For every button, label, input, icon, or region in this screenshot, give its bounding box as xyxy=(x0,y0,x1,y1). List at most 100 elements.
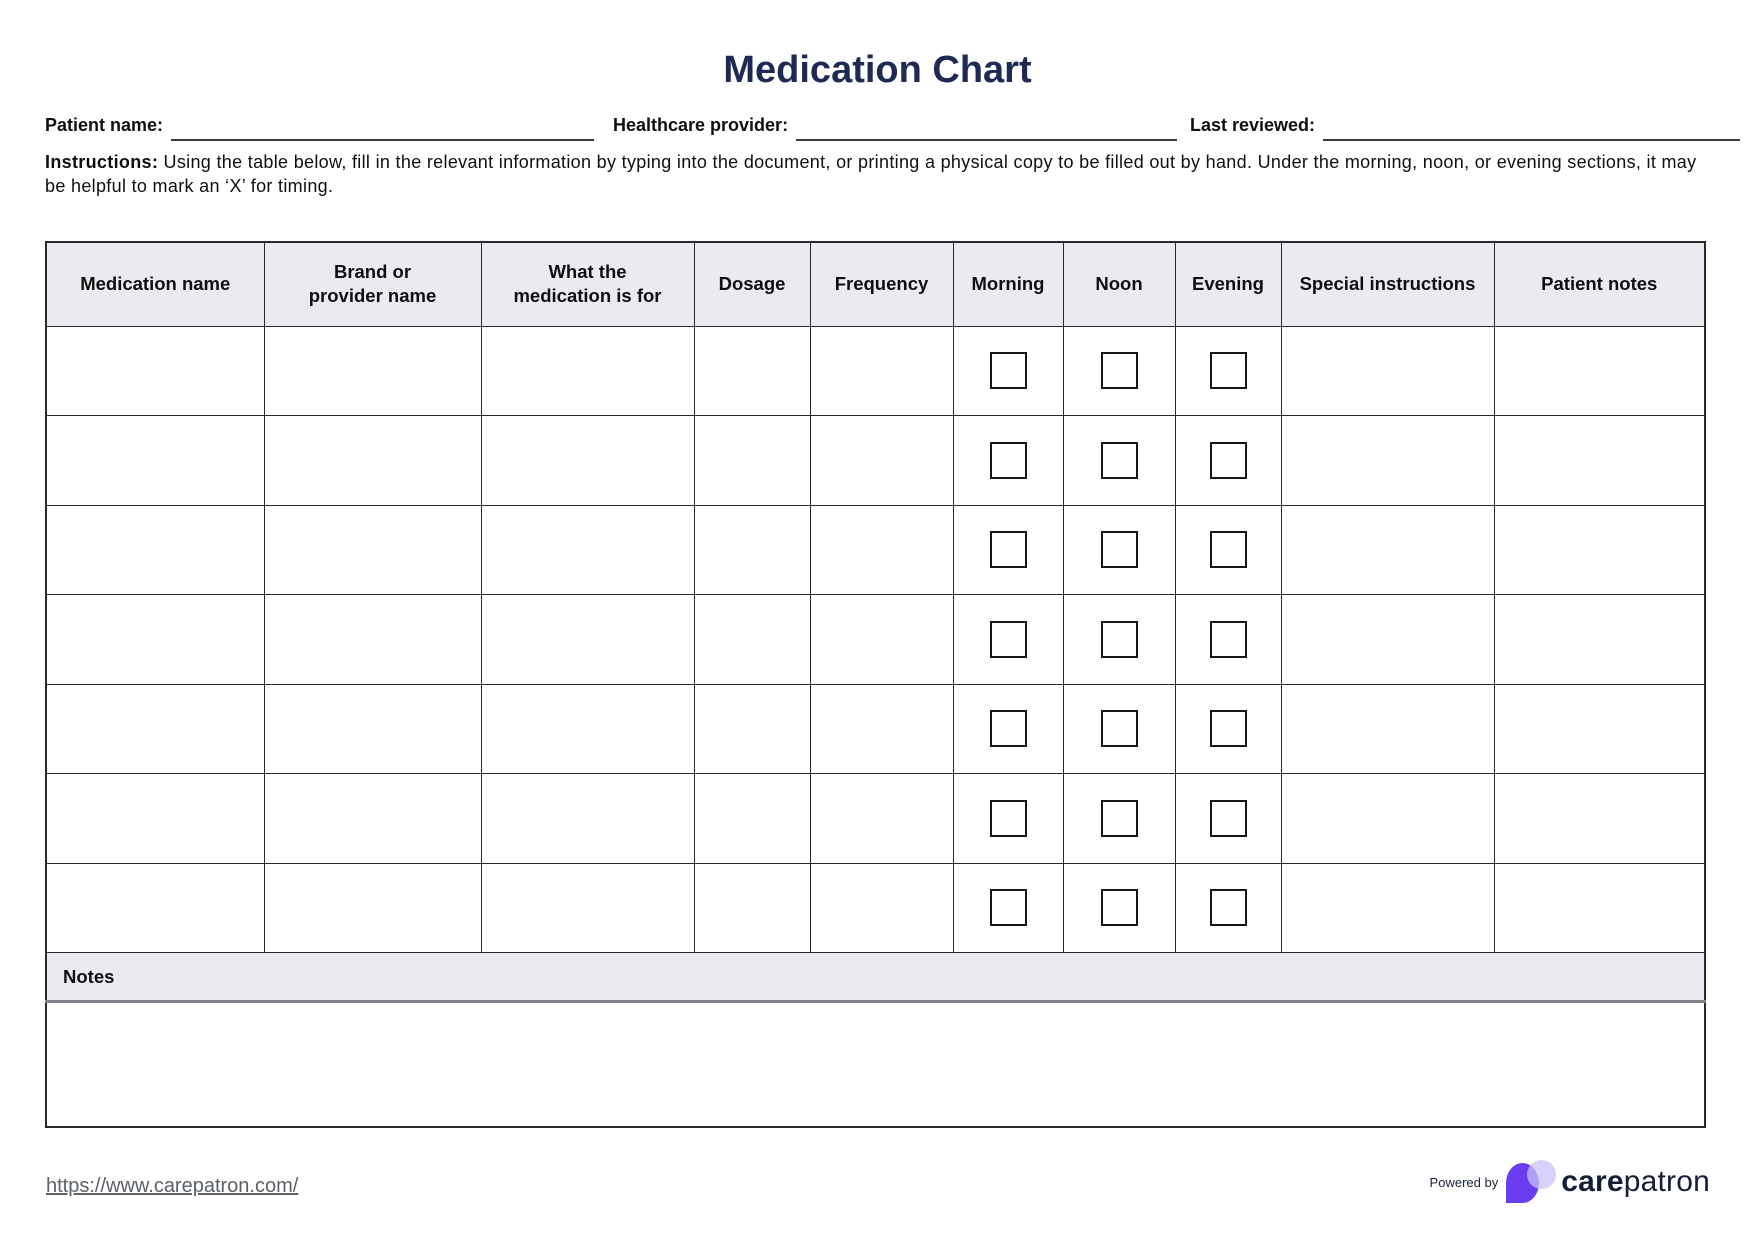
morning-checkbox[interactable] xyxy=(989,531,1027,569)
cell-patient-notes[interactable] xyxy=(1493,683,1706,774)
cell-dosage[interactable] xyxy=(693,415,811,506)
notes-input-area[interactable] xyxy=(45,1001,1706,1127)
patient-name-input[interactable] xyxy=(171,111,594,141)
col-header-morning: Morning xyxy=(952,241,1064,327)
cell-frequency[interactable] xyxy=(809,862,954,953)
cell-evening xyxy=(1174,683,1282,774)
cell-special-instructions[interactable] xyxy=(1280,415,1495,506)
cell-dosage[interactable] xyxy=(693,594,811,685)
cell-medication-name[interactable] xyxy=(45,504,265,595)
cell-purpose[interactable] xyxy=(480,415,695,506)
morning-checkbox[interactable] xyxy=(989,710,1027,748)
cell-special-instructions[interactable] xyxy=(1280,773,1495,864)
evening-checkbox[interactable] xyxy=(1209,531,1247,569)
cell-purpose[interactable] xyxy=(480,862,695,953)
cell-patient-notes[interactable] xyxy=(1493,862,1706,953)
col-header-dosage: Dosage xyxy=(693,241,811,327)
cell-brand[interactable] xyxy=(263,862,482,953)
patient-name-field: Patient name: xyxy=(45,111,594,141)
cell-brand[interactable] xyxy=(263,325,482,416)
cell-frequency[interactable] xyxy=(809,773,954,864)
cell-frequency[interactable] xyxy=(809,415,954,506)
table-row xyxy=(45,683,1706,774)
cell-special-instructions[interactable] xyxy=(1280,504,1495,595)
evening-checkbox[interactable] xyxy=(1209,620,1247,658)
evening-checkbox[interactable] xyxy=(1209,441,1247,479)
healthcare-provider-input[interactable] xyxy=(796,111,1177,141)
noon-checkbox[interactable] xyxy=(1100,441,1138,479)
cell-special-instructions[interactable] xyxy=(1280,325,1495,416)
table-row xyxy=(45,415,1706,506)
noon-checkbox[interactable] xyxy=(1100,620,1138,658)
cell-dosage[interactable] xyxy=(693,773,811,864)
cell-patient-notes[interactable] xyxy=(1493,504,1706,595)
cell-patient-notes[interactable] xyxy=(1493,594,1706,685)
cell-brand[interactable] xyxy=(263,594,482,685)
cell-special-instructions[interactable] xyxy=(1280,683,1495,774)
morning-checkbox[interactable] xyxy=(989,352,1027,390)
cell-frequency[interactable] xyxy=(809,594,954,685)
cell-purpose[interactable] xyxy=(480,594,695,685)
noon-checkbox[interactable] xyxy=(1100,889,1138,927)
carepatron-link[interactable]: https://www.carepatron.com/ xyxy=(46,1175,299,1197)
cell-morning xyxy=(952,594,1064,685)
cell-dosage[interactable] xyxy=(693,683,811,774)
cell-purpose[interactable] xyxy=(480,683,695,774)
cell-medication-name[interactable] xyxy=(45,862,265,953)
cell-patient-notes[interactable] xyxy=(1493,325,1706,416)
cell-frequency[interactable] xyxy=(809,683,954,774)
cell-evening xyxy=(1174,862,1282,953)
last-reviewed-input[interactable] xyxy=(1323,111,1740,141)
cell-brand[interactable] xyxy=(263,415,482,506)
cell-medication-name[interactable] xyxy=(45,683,265,774)
cell-special-instructions[interactable] xyxy=(1280,862,1495,953)
instructions-text: Instructions: Using the table below, fil… xyxy=(45,152,1697,196)
table-row xyxy=(45,325,1706,416)
cell-patient-notes[interactable] xyxy=(1493,415,1706,506)
table-row xyxy=(45,862,1706,953)
cell-evening xyxy=(1174,594,1282,685)
cell-purpose[interactable] xyxy=(480,773,695,864)
evening-checkbox[interactable] xyxy=(1209,889,1247,927)
cell-dosage[interactable] xyxy=(693,862,811,953)
cell-purpose[interactable] xyxy=(480,325,695,416)
cell-dosage[interactable] xyxy=(693,325,811,416)
cell-medication-name[interactable] xyxy=(45,415,265,506)
cell-brand[interactable] xyxy=(263,683,482,774)
noon-checkbox[interactable] xyxy=(1100,531,1138,569)
patient-name-label: Patient name: xyxy=(45,115,164,135)
cell-medication-name[interactable] xyxy=(45,773,265,864)
cell-frequency[interactable] xyxy=(809,504,954,595)
col-header-frequency: Frequency xyxy=(809,241,954,327)
page-title: Medication Chart xyxy=(723,49,1032,91)
cell-special-instructions[interactable] xyxy=(1280,594,1495,685)
morning-checkbox[interactable] xyxy=(989,889,1027,927)
col-header-brand: Brand or provider name xyxy=(263,241,482,327)
cell-noon xyxy=(1062,325,1176,416)
col-header-patient-notes: Patient notes xyxy=(1493,241,1706,327)
last-reviewed-field: Last reviewed: xyxy=(1190,111,1740,141)
cell-patient-notes[interactable] xyxy=(1493,773,1706,864)
notes-label: Notes xyxy=(45,952,1706,1003)
morning-checkbox[interactable] xyxy=(989,799,1027,837)
cell-purpose[interactable] xyxy=(480,504,695,595)
cell-noon xyxy=(1062,594,1176,685)
cell-brand[interactable] xyxy=(263,504,482,595)
cell-dosage[interactable] xyxy=(693,504,811,595)
cell-medication-name[interactable] xyxy=(45,325,265,416)
noon-checkbox[interactable] xyxy=(1100,799,1138,837)
noon-checkbox[interactable] xyxy=(1100,352,1138,390)
cell-frequency[interactable] xyxy=(809,325,954,416)
cell-brand[interactable] xyxy=(263,773,482,864)
evening-checkbox[interactable] xyxy=(1209,352,1247,390)
morning-checkbox[interactable] xyxy=(989,441,1027,479)
noon-checkbox[interactable] xyxy=(1100,710,1138,748)
evening-checkbox[interactable] xyxy=(1209,710,1247,748)
healthcare-provider-label: Healthcare provider: xyxy=(613,115,789,135)
table-row xyxy=(45,504,1706,595)
carepatron-wordmark: carepatron xyxy=(1561,1165,1710,1198)
evening-checkbox[interactable] xyxy=(1209,799,1247,837)
morning-checkbox[interactable] xyxy=(989,620,1027,658)
cell-medication-name[interactable] xyxy=(45,594,265,685)
cell-morning xyxy=(952,325,1064,416)
